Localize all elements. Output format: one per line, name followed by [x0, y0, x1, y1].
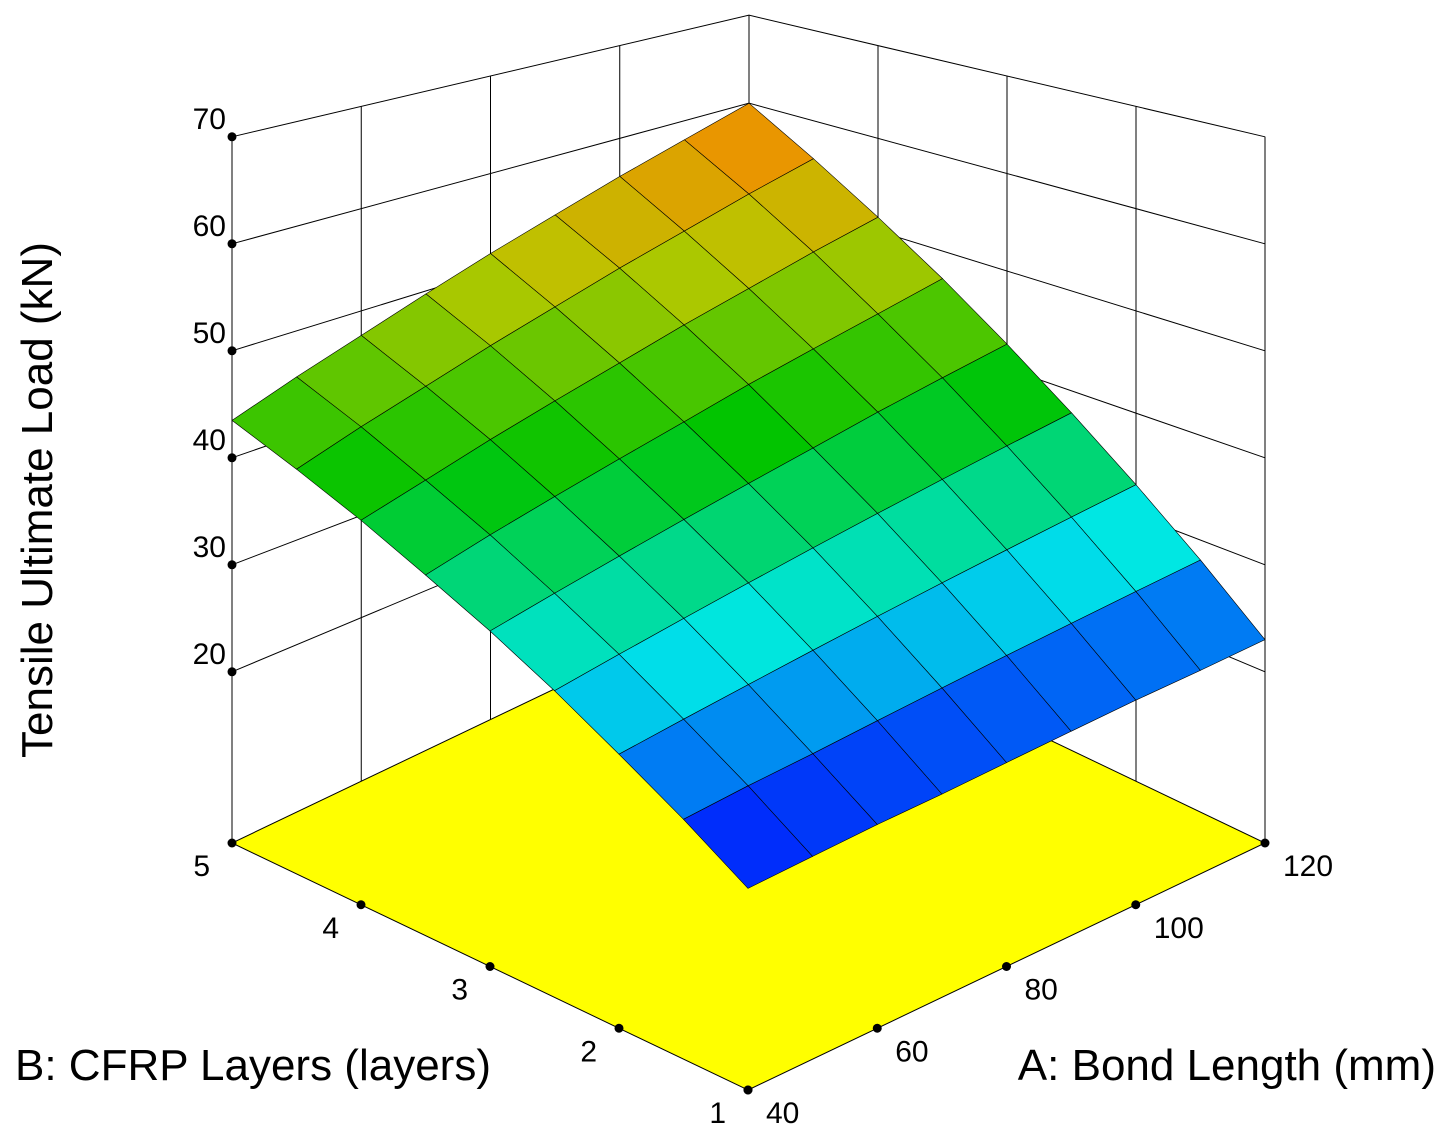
x-tick-label: 100 [1154, 912, 1204, 945]
z-tick-label: 70 [193, 103, 226, 136]
z-tick [227, 346, 237, 356]
surface-cell [683, 785, 814, 889]
y-tick-label: 4 [322, 912, 339, 945]
y-tick [743, 1085, 753, 1095]
surface [231, 102, 1266, 889]
y-tick [485, 962, 495, 971]
z-tick [227, 560, 237, 570]
axes: 40 60 80 100 120 1 2 3 4 5 20 30 40 50 60 70 [193, 103, 1333, 1130]
x-tick [1131, 900, 1141, 910]
z-tick-label: 40 [193, 424, 226, 457]
z-axis-title: Tensile Ultimate Load (kN) [13, 242, 62, 758]
y-tick-label: 1 [709, 1097, 726, 1130]
grid-line [231, 14, 1266, 138]
z-tick-label: 30 [193, 531, 226, 564]
y-tick-label: 3 [451, 974, 468, 1007]
x-tick [1260, 838, 1270, 848]
y-tick [356, 900, 366, 910]
z-tick [227, 239, 237, 249]
x-tick-label: 60 [895, 1035, 928, 1068]
y-tick-label: 2 [580, 1035, 597, 1068]
x-tick-label: 40 [766, 1097, 799, 1130]
x-tick-label: 120 [1283, 850, 1333, 883]
x-tick [872, 1023, 882, 1033]
z-tick-label: 20 [193, 638, 226, 671]
y-tick [227, 838, 237, 848]
z-tick-label: 60 [193, 210, 226, 243]
y-tick-label: 5 [193, 850, 210, 883]
z-tick [227, 453, 237, 463]
z-tick [227, 132, 237, 142]
z-tick-label: 50 [193, 317, 226, 350]
x-tick-label: 80 [1025, 974, 1058, 1007]
x-tick [1002, 962, 1011, 971]
y-axis-title: B: CFRP Layers (layers) [15, 1041, 491, 1090]
y-tick [614, 1023, 624, 1033]
x-axis-title: A: Bond Length (mm) [1018, 1041, 1436, 1090]
z-tick [227, 667, 237, 677]
